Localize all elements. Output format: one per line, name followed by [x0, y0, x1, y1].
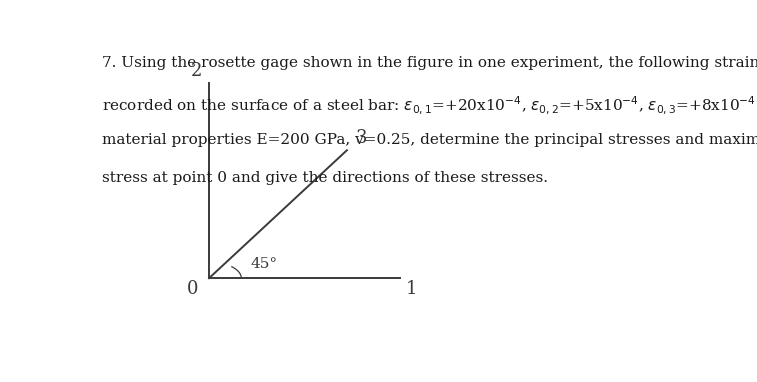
Text: material properties E=200 GPa, v=0.25, determine the principal stresses and maxi: material properties E=200 GPa, v=0.25, d… — [101, 133, 757, 147]
Text: 7. Using the rosette gage shown in the figure in one experiment, the following s: 7. Using the rosette gage shown in the f… — [101, 56, 757, 70]
Text: 3: 3 — [356, 129, 367, 147]
Text: recorded on the surface of a steel bar: $\varepsilon_{0,1}$=+20x10$^{-4}$, $\var: recorded on the surface of a steel bar: … — [101, 94, 757, 117]
Text: 45°: 45° — [250, 257, 277, 271]
Text: 0: 0 — [187, 280, 198, 298]
Text: 1: 1 — [406, 280, 417, 298]
Text: stress at point 0 and give the directions of these stresses.: stress at point 0 and give the direction… — [101, 171, 547, 185]
Text: 2: 2 — [191, 62, 202, 80]
